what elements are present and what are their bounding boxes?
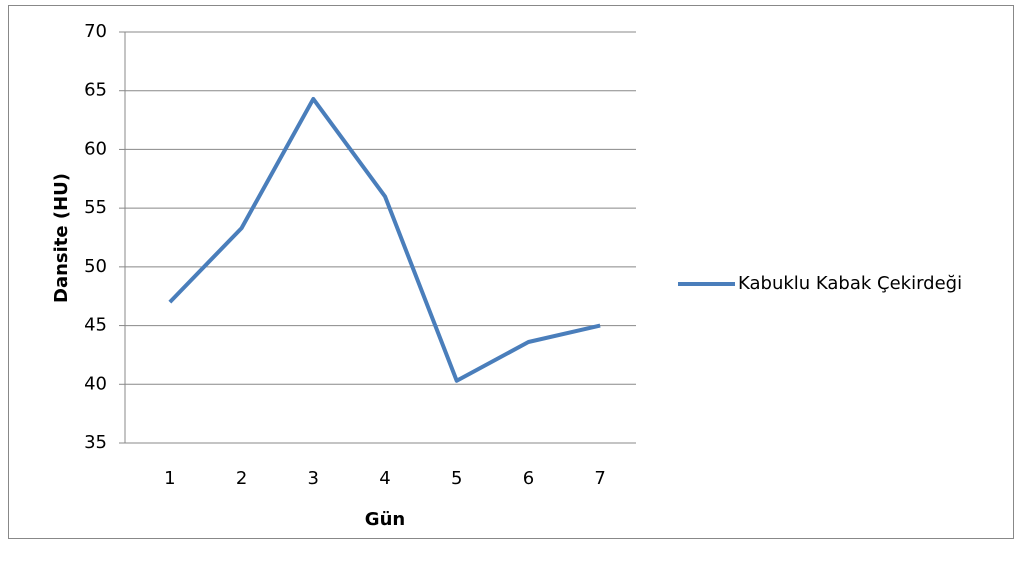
y-tick-label: 60 bbox=[84, 138, 107, 159]
x-tick-label: 2 bbox=[236, 468, 247, 489]
x-tick-label: 7 bbox=[594, 468, 605, 489]
x-tick-label: 1 bbox=[164, 468, 175, 489]
data-line bbox=[168, 96, 601, 383]
y-axis-title: Dansite (HU) bbox=[51, 173, 72, 303]
y-tick-label: 50 bbox=[84, 256, 107, 277]
x-tick-label: 6 bbox=[523, 468, 534, 489]
x-tick-label: 5 bbox=[451, 468, 462, 489]
x-axis-title: Gün bbox=[365, 509, 405, 530]
y-tick-label: 55 bbox=[84, 197, 107, 218]
x-tick-label: 4 bbox=[379, 468, 390, 489]
y-tick-label: 45 bbox=[84, 315, 107, 336]
legend-label: Kabuklu Kabak Çekirdeği bbox=[738, 273, 962, 294]
y-tick-label: 70 bbox=[84, 21, 107, 42]
y-tick-label: 65 bbox=[84, 80, 107, 101]
chart-border bbox=[8, 5, 1014, 539]
y-tick-label: 40 bbox=[84, 373, 107, 394]
x-tick-label: 3 bbox=[308, 468, 319, 489]
y-tick-label: 35 bbox=[84, 432, 107, 453]
